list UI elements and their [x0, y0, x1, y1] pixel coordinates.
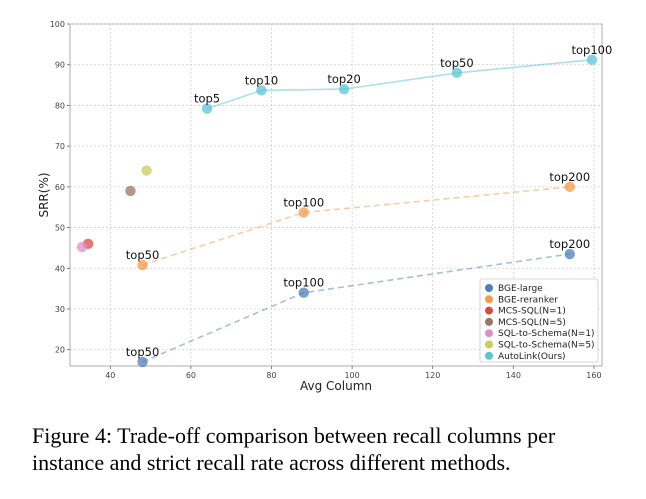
y-tick-label: 50 — [55, 224, 65, 233]
y-tick-label: 20 — [55, 346, 65, 355]
data-point — [298, 287, 309, 298]
point-label: top10 — [245, 73, 278, 87]
legend-label: SQL-to-Schema(N=5) — [498, 341, 595, 351]
legend-label: BGE-large — [498, 284, 543, 294]
point-label: top50 — [440, 56, 473, 70]
data-point — [125, 185, 136, 197]
y-tick-label: 40 — [55, 264, 65, 273]
legend-label: MCS-SQL(N=1) — [498, 307, 566, 317]
legend-marker — [485, 340, 493, 349]
point-label: top50 — [126, 345, 159, 359]
y-ticks: 20 30 40 50 60 70 80 90 100 — [50, 20, 70, 355]
y-tick-label: 30 — [55, 305, 65, 314]
x-tick-label: 80 — [266, 371, 276, 380]
point-label: top100 — [572, 43, 613, 57]
y-tick-label: 70 — [55, 142, 65, 151]
x-tick-label: 100 — [344, 371, 359, 380]
y-tick-label: 100 — [50, 20, 65, 29]
point-label: top20 — [327, 72, 360, 86]
y-axis-label: SRR(%) — [37, 172, 51, 217]
legend-label: AutoLink(Ours) — [498, 352, 566, 362]
legend-marker — [485, 351, 493, 360]
legend-marker — [485, 317, 493, 326]
y-tick-label: 60 — [55, 183, 65, 192]
x-ticks: 40 60 80 100 120 140 160 — [105, 366, 602, 380]
data-point — [564, 181, 575, 193]
x-tick-label: 60 — [186, 371, 196, 380]
data-point — [298, 207, 309, 218]
legend-label: BGE-reranker — [498, 295, 558, 305]
x-axis-label: Avg Column — [300, 379, 372, 393]
point-label: top200 — [549, 237, 590, 251]
point-label: top100 — [283, 276, 324, 290]
legend-marker — [485, 306, 493, 315]
x-tick-label: 120 — [425, 371, 440, 380]
point-label: top50 — [126, 248, 159, 262]
data-point — [451, 67, 463, 79]
grid — [70, 23, 602, 366]
figure-caption: Figure 4: Trade-off comparison between r… — [32, 423, 556, 475]
point-label: top5 — [194, 92, 220, 106]
legend-marker — [485, 295, 493, 304]
point-labels: top50 top100 top200 top50 top100 top200 top5 to… — [126, 43, 613, 359]
data-point — [76, 241, 88, 253]
data-point — [137, 356, 148, 368]
data-point — [137, 259, 148, 271]
x-tick-label: 40 — [105, 371, 115, 380]
data-point — [586, 54, 598, 66]
data-points — [76, 54, 598, 368]
data-point — [256, 85, 267, 96]
legend-label: MCS-SQL(N=5) — [498, 318, 566, 328]
data-point — [564, 248, 575, 260]
chart: 40 60 80 100 120 140 160 20 30 40 50 60 70 80 90 100 t… — [37, 20, 613, 393]
legend-label: SQL-to-Schema(N=1) — [498, 329, 595, 339]
data-point — [201, 103, 213, 114]
data-point — [141, 165, 152, 176]
point-label: top200 — [549, 170, 590, 184]
legend-marker — [485, 329, 493, 338]
legend-box — [479, 278, 599, 363]
x-tick-label: 140 — [506, 371, 521, 380]
legend-marker — [485, 284, 493, 292]
point-label: top100 — [283, 196, 324, 210]
y-tick-label: 80 — [55, 101, 65, 110]
y-tick-label: 90 — [55, 61, 65, 70]
data-point — [338, 83, 350, 95]
x-tick-label: 160 — [586, 371, 601, 380]
